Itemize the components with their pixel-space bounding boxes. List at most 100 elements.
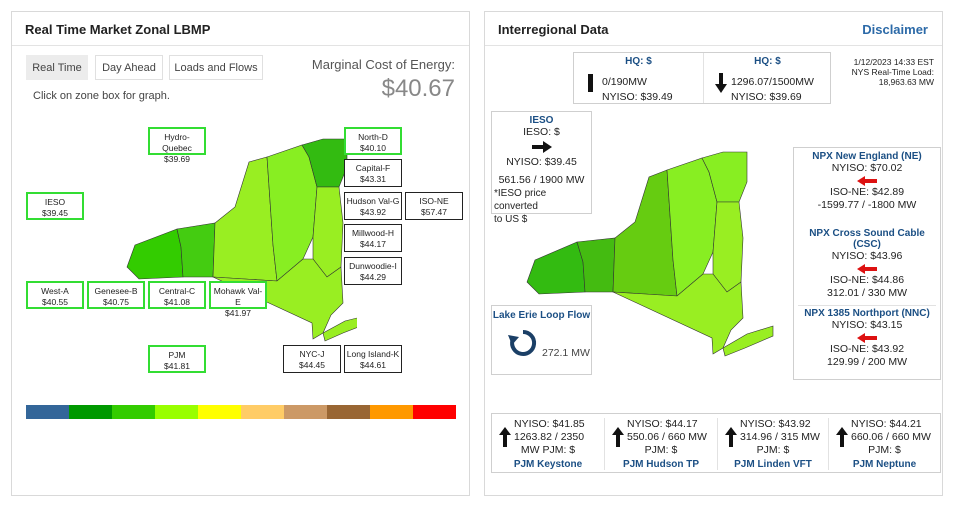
zone-price: $41.81 <box>164 361 190 371</box>
map-zone-genesee <box>576 237 616 293</box>
ieso-note: to US $ <box>494 214 528 225</box>
hq-flow: 0/190MW <box>602 76 647 88</box>
zone-box-central[interactable]: Central-C $41.08 <box>148 281 206 309</box>
npx-cross-sound-cable: NPX Cross Sound Cable (CSC) NYISO: $43.9… <box>794 228 940 300</box>
panel-title: Real Time Market Zonal LBMP <box>25 22 211 37</box>
zone-name: Genesee-B <box>94 286 138 296</box>
npx-name: NPX Cross Sound Cable (CSC) <box>809 228 925 250</box>
zone-name: North-D <box>358 132 388 142</box>
pjm-price: PJM: $ <box>868 444 901 456</box>
npx-flow: -1599.77 / -1800 MW <box>817 199 917 211</box>
zone-name: West-A <box>41 286 69 296</box>
zone-box-west[interactable]: West-A $40.55 <box>26 281 84 309</box>
zone-name: Hydro-Quebec <box>162 132 192 153</box>
map-zone-capital <box>712 201 744 293</box>
zone-name: NYC-J <box>299 349 325 359</box>
timestamp: 1/12/2023 14:33 EST <box>853 57 934 67</box>
hq-interface-box: HQ: $ 0/190MW NYISO: $39.49 HQ: $ 1296.0… <box>573 52 831 104</box>
map-zone-west <box>126 228 184 280</box>
panel-header: Interregional Data Disclaimer <box>485 12 942 46</box>
lake-erie-loop-flow-box: Lake Erie Loop Flow 272.1 MW <box>491 305 592 375</box>
map-zone-genesee <box>176 222 216 278</box>
price-color-legend <box>26 405 456 419</box>
zone-box-north[interactable]: North-D $40.10 <box>344 127 402 155</box>
zone-price: $39.45 <box>42 208 68 218</box>
zone-name: Mohawk Val-E <box>213 286 263 307</box>
pjm-nyiso-price: NYISO: $43.92 <box>740 418 811 430</box>
hq-nyiso-price: NYISO: $39.49 <box>602 91 673 103</box>
panel-title: Interregional Data <box>498 22 609 37</box>
map-zone-hudson <box>612 273 744 355</box>
zone-price: $44.29 <box>360 272 386 282</box>
legend-swatch <box>112 405 155 419</box>
map-zone-north <box>301 138 348 188</box>
zone-box-hudson[interactable]: Hudson Val-G $43.92 <box>344 192 402 220</box>
zone-box-ieso[interactable]: IESO $39.45 <box>26 192 84 220</box>
zone-box-iso-ne[interactable]: ISO-NE $57.47 <box>405 192 463 220</box>
zone-price: $43.92 <box>360 207 386 217</box>
load-label: NYS Real-Time Load: <box>851 67 934 77</box>
tab-day-ahead[interactable]: Day Ahead <box>95 55 163 80</box>
zone-name: Central-C <box>158 286 196 296</box>
zone-price: $44.17 <box>360 239 386 249</box>
zone-price: $41.08 <box>164 297 190 307</box>
zone-price: $39.69 <box>164 154 190 164</box>
zone-box-hydro-quebec[interactable]: Hydro-Quebec $39.69 <box>148 127 206 164</box>
hq-title: HQ: $ <box>625 56 652 67</box>
disclaimer-link[interactable]: Disclaimer <box>862 22 928 37</box>
pjm-flow: 1263.82 / 2350 <box>514 431 585 443</box>
zone-box-long-island[interactable]: Long Island-K $44.61 <box>344 345 402 373</box>
legend-swatch <box>198 405 241 419</box>
hq-interface-2: HQ: $ 1296.07/1500MW NYISO: $39.69 <box>703 53 832 103</box>
npx-nyiso-price: NYISO: $43.15 <box>831 319 903 331</box>
pjm-flow: 550.06 / 660 MW <box>627 431 707 443</box>
arrow-up-icon <box>836 427 848 447</box>
zone-hint: Click on zone box for graph. <box>33 90 170 102</box>
zone-name: PJM <box>168 350 186 360</box>
legend-swatch <box>327 405 370 419</box>
pjm-neptune: NYISO: $44.21 660.06 / 660 MW PJM: $ PJM… <box>829 414 940 472</box>
tab-real-time[interactable]: Real Time <box>26 55 88 80</box>
arrow-up-icon <box>725 427 737 447</box>
ny-zone-map[interactable] <box>117 127 357 352</box>
map-zone-long-island <box>322 317 357 342</box>
ieso-title: IESO <box>529 115 554 126</box>
zone-box-genesee[interactable]: Genesee-B $40.75 <box>87 281 145 309</box>
arrow-left-red-icon <box>857 176 877 186</box>
npx-nyiso-price: NYISO: $43.96 <box>831 250 903 262</box>
pjm-nyiso-price: NYISO: $44.17 <box>627 418 698 430</box>
zone-name: Long Island-K <box>346 349 400 359</box>
ny-interregional-map <box>526 151 774 357</box>
hq-nyiso-price: NYISO: $39.69 <box>731 91 802 103</box>
hq-flow: 1296.07/1500MW <box>731 76 814 88</box>
zone-price: $40.75 <box>103 297 129 307</box>
legend-swatch <box>284 405 327 419</box>
tab-loads-and-flows[interactable]: Loads and Flows <box>169 55 263 80</box>
npx-isone-price: ISO-NE: $42.89 <box>829 186 905 198</box>
marginal-cost-label: Marginal Cost of Energy: <box>311 57 455 72</box>
pjm-price: PJM: $ <box>756 444 790 456</box>
hq-title: HQ: $ <box>754 56 781 67</box>
zone-box-nyc[interactable]: NYC-J $44.45 <box>283 345 341 373</box>
zone-box-pjm[interactable]: PJM $41.81 <box>148 345 206 373</box>
map-zone-central <box>612 169 678 297</box>
npx-new-england: NPX New England (NE) NYISO: $70.02 ISO-N… <box>794 151 940 212</box>
zone-box-capital[interactable]: Capital-F $43.31 <box>344 159 402 187</box>
pjm-interface-name: PJM Linden VFT <box>734 459 812 470</box>
ieso-price: IESO: $ <box>523 126 560 138</box>
npx-name: NPX New England (NE) <box>812 151 922 162</box>
pjm-keystone: NYISO: $41.85 1263.82 / 2350 MW PJM: $ P… <box>492 414 604 472</box>
pjm-interface-name: PJM Keystone <box>513 459 583 470</box>
arrow-left-red-icon <box>857 333 877 343</box>
zone-name: Dunwoodie-I <box>349 261 397 271</box>
arrow-up-icon <box>499 427 511 447</box>
pjm-flow: 660.06 / 660 MW <box>851 431 931 443</box>
zone-box-mohawk[interactable]: Mohawk Val-E $41.97 <box>209 281 267 318</box>
npx-flow: 312.01 / 330 MW <box>827 287 907 299</box>
ieso-nyiso-price: NYISO: $39.45 <box>506 156 577 168</box>
pjm-interface-name: PJM Neptune <box>852 459 917 470</box>
map-zone-hudson <box>212 258 344 340</box>
zone-box-millwood[interactable]: Millwood-H $44.17 <box>344 224 402 252</box>
zone-box-dunwoodie[interactable]: Dunwoodie-I $44.29 <box>344 257 402 285</box>
npx-nyiso-price: NYISO: $70.02 <box>831 162 903 174</box>
